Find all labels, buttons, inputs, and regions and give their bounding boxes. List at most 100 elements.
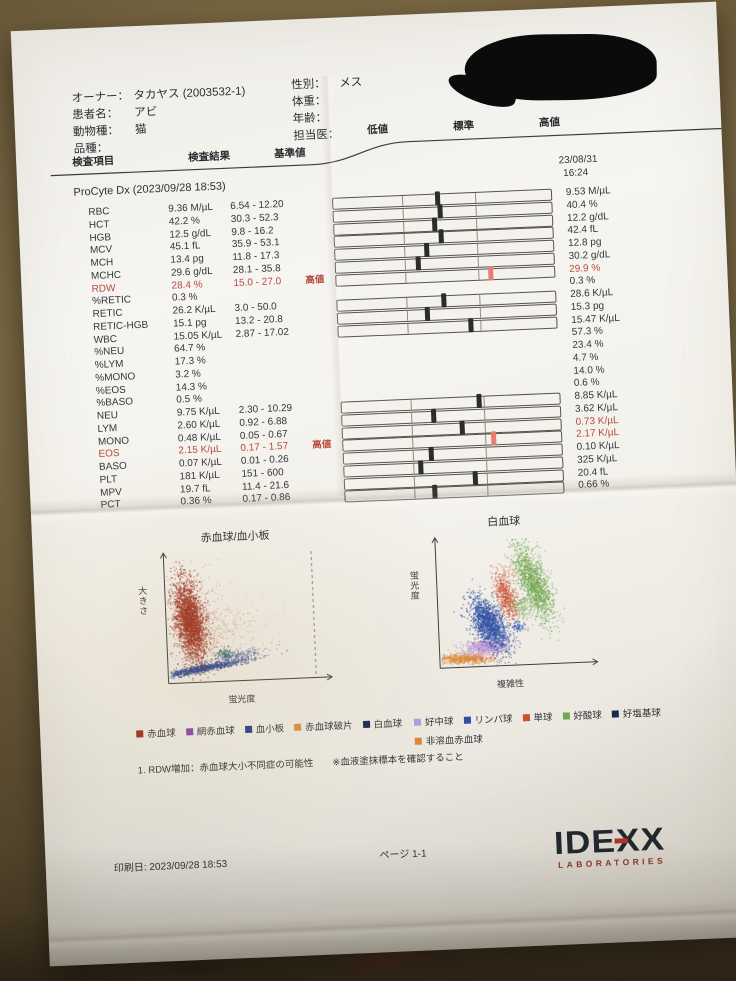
weight-label: 体重： [291, 95, 327, 109]
rbc-plot-canvas [150, 540, 337, 694]
floor-stain [150, 958, 240, 978]
range-marker [468, 317, 475, 332]
test-name-cell: %EOS [95, 384, 127, 397]
legend-item: 白血球 [362, 715, 402, 731]
legend-color-swatch [562, 711, 570, 720]
result-cell: 3.2 % [175, 368, 202, 381]
wbc-plot: 白血球 蛍光度 複雑性 [403, 509, 611, 701]
test-name-cell: BASO [98, 460, 128, 473]
vet-label: 担当医： [293, 128, 340, 143]
results-table: RBC 9.36 M/µL 6.54 - 12.20 9.53 M/µL HCT 42.2… [18, 180, 736, 515]
legend-label: 好中球 [424, 716, 454, 729]
range-marker [459, 420, 466, 435]
test-name-cell: RBC [88, 206, 110, 219]
range-marker [441, 293, 447, 308]
range-marker [431, 484, 438, 500]
legend-item: 赤血球破片 [293, 717, 353, 734]
range-marker [431, 217, 438, 232]
range-marker [472, 470, 479, 485]
wbc-plot-canvas [422, 525, 603, 679]
previous-run-date: 23/08/31 [558, 153, 598, 167]
range-marker [415, 255, 422, 271]
legend-label: 好酸球 [573, 710, 603, 723]
legend-item: 血小板 [244, 720, 284, 736]
result-cell: 0.5 % [176, 393, 203, 406]
legend-color-swatch [293, 723, 302, 731]
species-value: 猫 [134, 123, 147, 137]
sex-label: 性別： [290, 78, 326, 92]
legend-label: 血小板 [255, 723, 285, 736]
legend-item: 赤血球 [136, 725, 176, 741]
legend-label: 好塩基球 [622, 707, 662, 721]
range-marker [417, 460, 424, 475]
previous-result-cell: 0.3 % [569, 275, 596, 288]
result-cell: 0.3 % [171, 291, 198, 304]
patient-value: アビ [133, 106, 158, 120]
test-name-cell: RDW [91, 282, 116, 295]
legend-color-swatch [463, 716, 471, 724]
test-name-cell: %NEU [94, 345, 125, 359]
sex-row: 性別： メス [291, 75, 363, 95]
legend-label: 単球 [533, 712, 553, 724]
legend-label: 赤血球破片 [304, 720, 353, 734]
column-header-high: 高値 [538, 116, 561, 130]
legend-color-swatch [362, 720, 370, 728]
previous-result-cell: 4.7 % [572, 351, 599, 364]
legend-item: 網赤血球 [185, 722, 235, 738]
legend-label: 網赤血球 [196, 725, 235, 739]
test-name-cell: LYM [97, 422, 118, 435]
legend-item: 好酸球 [562, 707, 602, 723]
rdw-note: 1. RDW増加：赤血球大小不同症の可能性 ※血液塗抹標本を確認すること [137, 751, 464, 777]
legend-color-swatch [136, 729, 144, 738]
patient-info-left: オーナー： タカヤス (2003532-1) 患者名： アビ 動物種：猫 品種： [71, 83, 248, 158]
legend-item: リンパ球 [463, 711, 513, 727]
legend-item: 単球 [522, 709, 553, 724]
test-name-cell: PCT [100, 499, 121, 512]
column-header-low: 低値 [366, 123, 389, 137]
range-marker [476, 393, 482, 409]
owner-value: タカヤス (2003532-1) [133, 85, 246, 103]
range-marker [430, 408, 437, 423]
previous-result-cell: 0.66 % [578, 478, 610, 492]
previous-run-time: 16:24 [562, 167, 589, 180]
legend-color-swatch [244, 725, 252, 733]
test-name-cell: HGB [89, 231, 112, 244]
test-name-cell: MCV [89, 244, 113, 257]
analyzer-section-title: ProCyte Dx (2023/09/28 18:53) [73, 180, 226, 199]
test-name-cell: %LYM [94, 358, 124, 371]
legend-item: 非溶血赤血球 [414, 731, 483, 748]
wbc-plot-legend: 好中球 リンパ球 単球 好酸球 好塩基球非溶血赤血球 [413, 704, 665, 748]
test-name-cell: MPV [99, 486, 123, 499]
rbc-plot-ylabel: 大きさ [137, 585, 149, 617]
sex-value: メス [338, 76, 363, 90]
report-paper: オーナー： タカヤス (2003532-1) 患者名： アビ 動物種：猫 品種： 性… [10, 1, 736, 967]
range-marker [438, 229, 445, 244]
high-flag: 高値 [305, 273, 325, 286]
idexx-logo-wordmark: IDEXX [553, 820, 666, 862]
age-label: 年齢： [292, 112, 328, 126]
test-name-cell: RETIC [92, 307, 123, 321]
page-number: ページ 1-1 [379, 848, 427, 862]
legend-label: リンパ球 [474, 713, 513, 727]
redaction-mark [464, 33, 657, 101]
test-name-cell: WBC [93, 333, 118, 346]
column-header-normal: 標準 [452, 119, 475, 133]
test-name-cell: PLT [99, 473, 118, 486]
test-name-cell: NEU [96, 410, 119, 422]
legend-label: 非溶血赤血球 [425, 734, 484, 748]
legend-color-swatch [185, 727, 193, 735]
test-name-cell: HCT [88, 218, 110, 231]
range-marker [424, 306, 431, 321]
previous-result-cell: 0.6 % [573, 377, 600, 390]
range-marker [488, 265, 494, 280]
range-marker [423, 242, 430, 258]
rbc-platelet-plot: 赤血球/血小板 大きさ 蛍光度 [132, 524, 346, 716]
range-marker [437, 204, 444, 219]
test-name-cell: MCH [90, 257, 114, 270]
range-marker [490, 431, 497, 446]
idexx-logo: IDEXX LABORATORIES [509, 820, 666, 872]
reference-range-cell: 0.17 - 0.86 [242, 492, 291, 506]
column-header-item: 検査項目 [72, 154, 115, 169]
legend-color-swatch [522, 713, 530, 721]
